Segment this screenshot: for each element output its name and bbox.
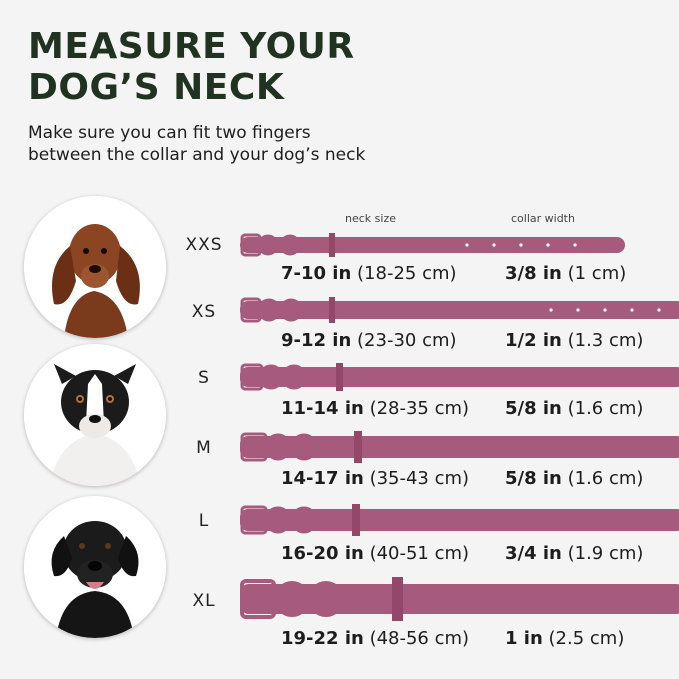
collar-width-xl: 1 in (2.5 cm) xyxy=(505,628,625,649)
page-title: MEASURE YOUR DOG’S NECK xyxy=(28,26,355,108)
collar-width-header: collar width xyxy=(511,212,575,225)
size-label-s: S xyxy=(198,368,210,388)
size-label-l: L xyxy=(198,511,210,531)
size-label-xl: XL xyxy=(192,591,216,611)
subtitle: Make sure you can fit two fingers betwee… xyxy=(28,122,365,166)
neck-size-xs: 9-12 in (23-30 cm) xyxy=(281,330,457,351)
collar-m xyxy=(240,431,679,463)
subtitle-line-1: Make sure you can fit two fingers xyxy=(28,123,311,143)
title-line-2: DOG’S NECK xyxy=(28,67,285,108)
collar-width-xxs: 3/8 in (1 cm) xyxy=(505,263,627,284)
neck-size-xl: 19-22 in (48-56 cm) xyxy=(281,628,470,649)
title-line-1: MEASURE YOUR xyxy=(28,26,355,67)
neck-size-l: 16-20 in (40-51 cm) xyxy=(281,543,470,564)
collar-s xyxy=(240,363,679,391)
neck-size-m: 14-17 in (35-43 cm) xyxy=(281,468,470,489)
size-label-m: M xyxy=(196,438,212,458)
dachshund-photo xyxy=(24,196,166,338)
collar-width-l: 3/4 in (1.9 cm) xyxy=(505,543,644,564)
size-label-xxs: XXS xyxy=(185,235,223,255)
neck-size-s: 11-14 in (28-35 cm) xyxy=(281,398,470,419)
collar-xl xyxy=(240,577,679,621)
neck-size-header: neck size xyxy=(345,212,396,225)
size-label-xs: XS xyxy=(191,302,217,322)
australian-shepherd-photo xyxy=(24,344,166,486)
collar-xs xyxy=(240,297,679,323)
collar-width-xs: 1/2 in (1.3 cm) xyxy=(505,330,644,351)
collar-width-s: 5/8 in (1.6 cm) xyxy=(505,398,644,419)
neck-size-xxs: 7-10 in (18-25 cm) xyxy=(281,263,457,284)
collar-width-m: 5/8 in (1.6 cm) xyxy=(505,468,644,489)
collar-xxs xyxy=(240,233,625,257)
black-labrador-photo xyxy=(24,496,166,638)
subtitle-line-2: between the collar and your dog’s neck xyxy=(28,145,366,165)
collar-l xyxy=(240,504,679,536)
